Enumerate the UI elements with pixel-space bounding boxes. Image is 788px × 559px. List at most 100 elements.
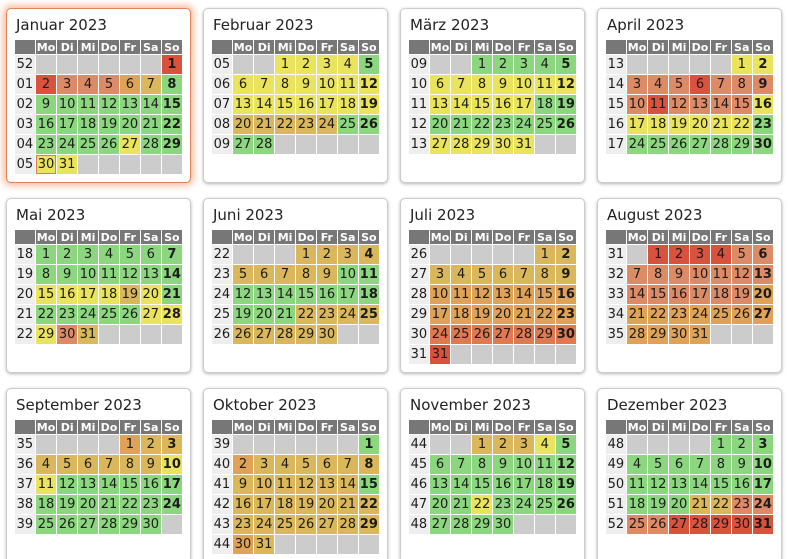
day-cell-4: 4 (710, 245, 731, 264)
day-cell-26: 26 (57, 515, 78, 534)
day-cell-14: 14 (626, 285, 648, 304)
weekday-header-row: Mo Di Mi Do Fr Sa So (606, 230, 773, 244)
day-cell-13: 13 (429, 475, 451, 494)
week-row: 26 26 27 28 29 30 (212, 325, 379, 344)
week-row: 26 1 2 (409, 245, 576, 264)
day-cell-30: 30 (731, 515, 752, 534)
empty-cell (626, 55, 648, 74)
week-number: 26 (409, 245, 429, 264)
weekday-header-row: Mo Di Mi Do Fr Sa So (15, 40, 182, 54)
day-cell-30: 30 (669, 325, 689, 344)
day-cell-5: 5 (232, 265, 254, 284)
day-cell-4: 4 (275, 455, 295, 474)
day-cell-12: 12 (232, 285, 254, 304)
day-cell-17: 17 (78, 285, 98, 304)
day-cell-14: 14 (690, 475, 710, 494)
day-cell-13: 13 (78, 475, 98, 494)
week-number-header (212, 420, 232, 434)
week-number: 20 (15, 285, 35, 304)
day-cell-18: 18 (358, 285, 379, 304)
day-cell-1: 1 (275, 55, 295, 74)
day-cell-28: 28 (337, 515, 358, 534)
empty-cell (275, 435, 295, 454)
week-row: 31 1 2 3 4 5 6 (606, 245, 773, 264)
empty-cell (451, 55, 472, 74)
day-cell-4: 4 (78, 75, 98, 94)
day-cell-11: 11 (275, 475, 295, 494)
weekday-header-di: Di (254, 40, 275, 54)
day-cell-3: 3 (337, 245, 358, 264)
weekday-header-sa: Sa (731, 40, 752, 54)
weekday-header-fr: Fr (513, 40, 534, 54)
weekday-header-di: Di (57, 40, 78, 54)
empty-cell (232, 55, 254, 74)
empty-cell (472, 245, 492, 264)
day-cell-20: 20 (78, 495, 98, 514)
week-row: 19 8 9 10 11 12 13 14 (15, 265, 182, 284)
month-table: Mo Di Mi Do Fr Sa So 26 1 2 27 3 4 5 6 7 8 9 28 10 11 12 13 14 1… (408, 229, 577, 365)
empty-cell (451, 345, 472, 364)
week-number: 33 (606, 285, 626, 304)
day-cell-10: 10 (161, 455, 182, 474)
day-cell-9: 9 (57, 265, 78, 284)
empty-cell (337, 435, 358, 454)
week-number: 22 (15, 325, 35, 344)
week-row: 48 1 2 3 (606, 435, 773, 454)
month-title: Dezember 2023 (607, 396, 728, 414)
week-number: 44 (409, 435, 429, 454)
weekday-header-sa: Sa (534, 230, 555, 244)
week-row: 27 3 4 5 6 7 8 9 (409, 265, 576, 284)
day-cell-20: 20 (690, 115, 710, 134)
empty-cell (296, 435, 316, 454)
empty-cell (140, 55, 161, 74)
day-cell-16: 16 (296, 95, 316, 114)
week-row: 52 1 (15, 55, 182, 74)
day-cell-21: 21 (451, 115, 472, 134)
weekday-header-row: Mo Di Mi Do Fr Sa So (212, 420, 379, 434)
month-table: Mo Di Mi Do Fr Sa So 39 1 40 2 3 4 5 6 7 8 41 9 10 11 12 13 14 1… (211, 419, 380, 555)
week-number: 31 (409, 345, 429, 364)
weekday-header-sa: Sa (534, 40, 555, 54)
day-cell-3: 3 (254, 455, 275, 474)
day-cell-19: 19 (232, 305, 254, 324)
day-cell-16: 16 (35, 115, 57, 134)
day-cell-17: 17 (316, 95, 337, 114)
month-card-november: November 2023 Mo Di Mi Do Fr Sa So 44 1 2 3 4 5 45 6 7 8 9… (400, 388, 585, 559)
day-cell-5: 5 (555, 55, 576, 74)
weekday-header-mi: Mi (472, 420, 492, 434)
week-number: 30 (409, 325, 429, 344)
year-calendar-grid: Januar 2023 Mo Di Mi Do Fr Sa So 52 1 01 2 3 4 5 6 7 8 02 9… (6, 8, 782, 559)
day-cell-19: 19 (57, 495, 78, 514)
day-cell-9: 9 (140, 455, 161, 474)
empty-cell (296, 135, 316, 154)
day-cell-26: 26 (669, 135, 689, 154)
day-cell-26: 26 (472, 325, 492, 344)
day-cell-18: 18 (534, 475, 555, 494)
day-cell-18: 18 (534, 95, 555, 114)
month-card-februar: Februar 2023 Mo Di Mi Do Fr Sa So 05 1 2 3 4 5 06 6 7 8 9 1… (203, 8, 388, 183)
day-cell-12: 12 (119, 265, 140, 284)
weekday-header-so: So (752, 40, 773, 54)
week-row: 15 10 11 12 13 14 15 16 (606, 95, 773, 114)
day-cell-29: 29 (648, 325, 669, 344)
day-cell-28: 28 (710, 135, 731, 154)
day-cell-12: 12 (57, 475, 78, 494)
empty-cell (57, 435, 78, 454)
week-row: 45 6 7 8 9 10 11 12 (409, 455, 576, 474)
weekday-header-so: So (555, 420, 576, 434)
day-cell-26: 26 (99, 135, 119, 154)
day-cell-6: 6 (78, 455, 98, 474)
week-row: 08 20 21 22 23 24 25 26 (212, 115, 379, 134)
week-number-header (409, 40, 429, 54)
day-cell-22: 22 (119, 495, 140, 514)
empty-cell (337, 135, 358, 154)
week-number: 29 (409, 305, 429, 324)
empty-cell (669, 55, 689, 74)
day-cell-7: 7 (626, 265, 648, 284)
weekday-header-mo: Mo (232, 420, 254, 434)
month-title: Juni 2023 (213, 206, 284, 224)
day-cell-20: 20 (429, 115, 451, 134)
month-table: Mo Di Mi Do Fr Sa So 31 1 2 3 4 5 6 32 7 8 9 10 11 12 13 33 14 1… (605, 229, 774, 345)
week-number: 13 (606, 55, 626, 74)
